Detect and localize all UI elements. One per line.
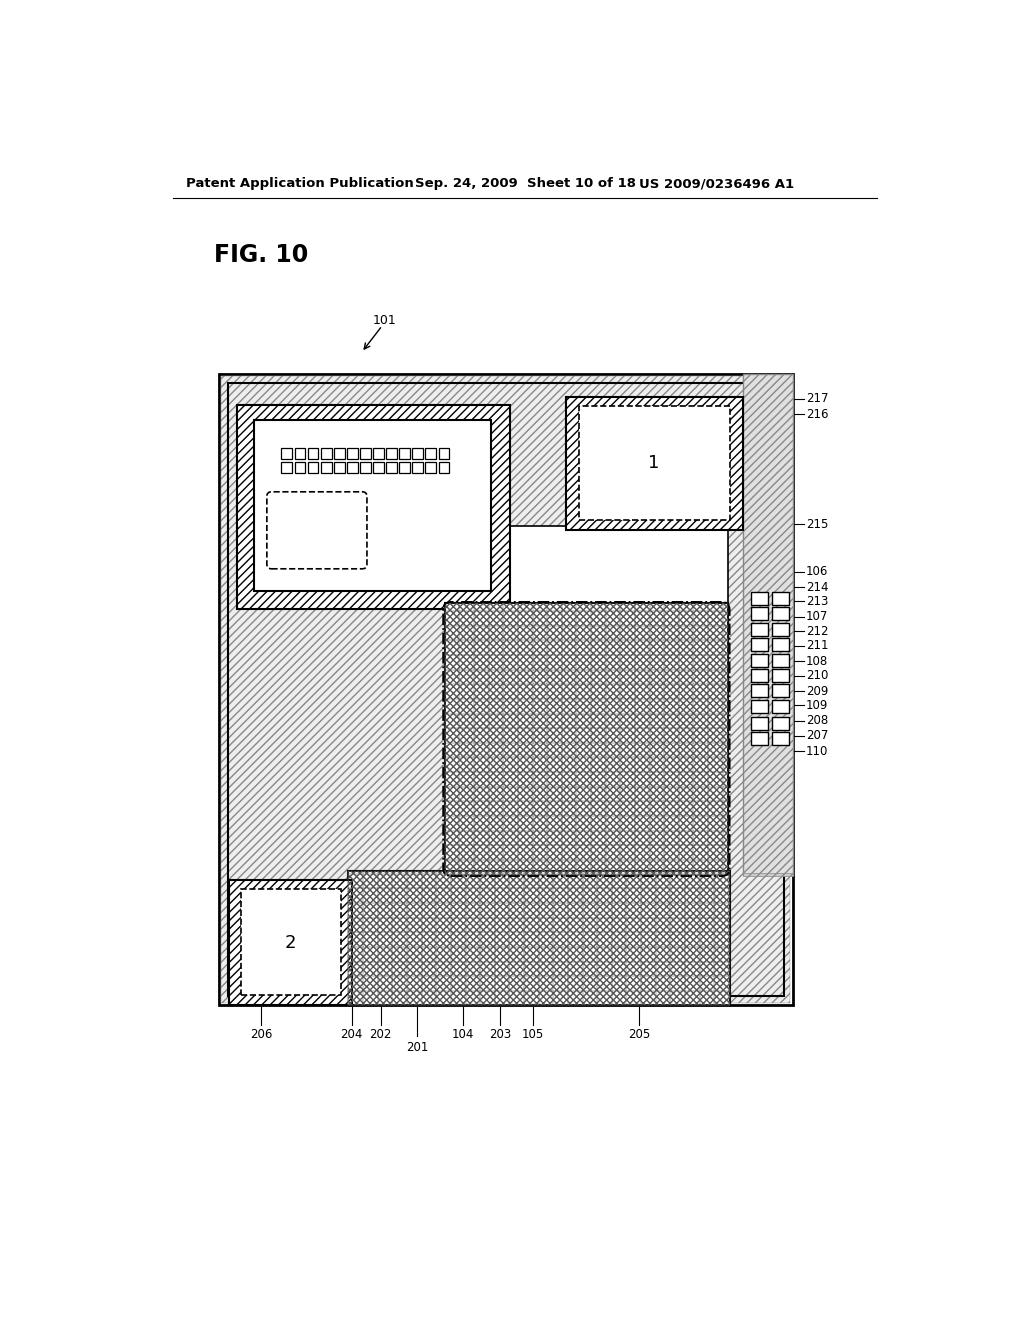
- Bar: [295, 462, 305, 473]
- Bar: [444, 527, 728, 612]
- Text: Sep. 24, 2009  Sheet 10 of 18: Sep. 24, 2009 Sheet 10 of 18: [416, 177, 637, 190]
- Bar: [348, 871, 730, 1006]
- Text: 106: 106: [806, 565, 828, 578]
- Bar: [772, 684, 788, 697]
- Bar: [334, 462, 345, 473]
- Bar: [360, 462, 371, 473]
- Text: 211: 211: [806, 639, 828, 652]
- Text: 207: 207: [806, 730, 828, 742]
- Bar: [386, 447, 397, 459]
- Text: 107: 107: [806, 610, 828, 623]
- Bar: [295, 447, 305, 459]
- Text: 104: 104: [452, 1028, 474, 1040]
- Text: 215: 215: [806, 517, 828, 531]
- Text: 214: 214: [806, 581, 828, 594]
- Bar: [334, 447, 345, 459]
- Text: 201: 201: [406, 1040, 428, 1053]
- Bar: [752, 591, 768, 605]
- Bar: [772, 700, 788, 713]
- Bar: [752, 669, 768, 682]
- Bar: [772, 638, 788, 651]
- Bar: [752, 607, 768, 620]
- Text: US 2009/0236496 A1: US 2009/0236496 A1: [639, 177, 794, 190]
- Bar: [772, 607, 788, 620]
- Bar: [386, 462, 397, 473]
- Bar: [438, 447, 450, 459]
- Text: 202: 202: [370, 1028, 392, 1040]
- Bar: [772, 733, 788, 744]
- Text: 204: 204: [340, 1028, 362, 1040]
- Bar: [321, 462, 332, 473]
- Bar: [282, 447, 292, 459]
- Bar: [565, 397, 742, 529]
- Bar: [772, 669, 788, 682]
- Text: Patent Application Publication: Patent Application Publication: [186, 177, 414, 190]
- Bar: [219, 374, 793, 1006]
- Bar: [752, 638, 768, 651]
- Bar: [772, 653, 788, 667]
- Bar: [752, 700, 768, 713]
- Bar: [742, 873, 793, 876]
- Text: 1: 1: [648, 454, 659, 473]
- Bar: [373, 447, 384, 459]
- Bar: [438, 462, 450, 473]
- Bar: [444, 603, 728, 875]
- Bar: [221, 376, 791, 1003]
- Text: 213: 213: [806, 594, 828, 607]
- Text: FIG. 10: FIG. 10: [214, 243, 308, 267]
- Text: 209: 209: [806, 685, 828, 698]
- Bar: [360, 447, 371, 459]
- Text: 105: 105: [521, 1028, 544, 1040]
- Bar: [413, 447, 423, 459]
- Bar: [348, 871, 730, 1006]
- Text: 210: 210: [806, 669, 828, 682]
- Bar: [752, 733, 768, 744]
- Bar: [425, 447, 436, 459]
- Bar: [399, 462, 410, 473]
- Bar: [241, 890, 341, 995]
- Bar: [444, 603, 728, 875]
- Bar: [307, 462, 318, 473]
- Bar: [321, 447, 332, 459]
- Text: 108: 108: [806, 655, 828, 668]
- Text: 109: 109: [806, 698, 828, 711]
- Bar: [742, 374, 793, 875]
- Bar: [237, 405, 510, 609]
- Text: 212: 212: [806, 624, 828, 638]
- Bar: [399, 447, 410, 459]
- Bar: [579, 407, 730, 520]
- Bar: [772, 623, 788, 636]
- Text: 203: 203: [489, 1028, 511, 1040]
- Text: 101: 101: [373, 314, 396, 326]
- Bar: [752, 653, 768, 667]
- Text: 2: 2: [285, 935, 296, 952]
- Text: 205: 205: [628, 1028, 650, 1040]
- Bar: [347, 462, 357, 473]
- Bar: [752, 623, 768, 636]
- FancyBboxPatch shape: [267, 492, 367, 569]
- Bar: [282, 462, 292, 473]
- Text: 216: 216: [806, 408, 828, 421]
- Bar: [752, 684, 768, 697]
- Bar: [425, 462, 436, 473]
- Bar: [373, 462, 384, 473]
- Text: 217: 217: [806, 392, 828, 405]
- Text: 110: 110: [806, 744, 828, 758]
- Bar: [772, 717, 788, 730]
- Bar: [229, 880, 352, 1006]
- Bar: [752, 717, 768, 730]
- Bar: [254, 420, 490, 591]
- Bar: [307, 447, 318, 459]
- Text: 206: 206: [250, 1028, 272, 1040]
- Bar: [772, 591, 788, 605]
- Bar: [228, 383, 783, 997]
- Bar: [413, 462, 423, 473]
- Bar: [347, 447, 357, 459]
- Text: 208: 208: [806, 714, 828, 727]
